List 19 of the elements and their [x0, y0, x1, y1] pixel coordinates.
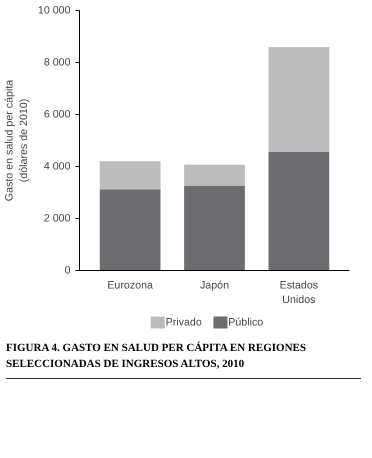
bar	[100, 161, 160, 190]
legend-label: Público	[228, 316, 264, 328]
bar	[268, 152, 330, 270]
bar	[100, 189, 160, 270]
legend-label: Privado	[166, 316, 202, 328]
y-tick-label: 4 000	[44, 160, 71, 172]
bar	[184, 164, 245, 186]
y-tick-label: 8 000	[44, 56, 71, 68]
y-tick-label: 0	[64, 264, 71, 276]
x-tick-label: Eurozona	[107, 280, 154, 292]
text: FIGURA 4. GASTO EN SALUD PER CÁPITA EN REGIONES SELECCIONADAS DE INGRESOS ALTOS, 2010	[6, 341, 308, 372]
bar	[268, 47, 330, 152]
y-tick-label: 10 000	[38, 4, 71, 16]
x-tick-label: Japón	[200, 280, 230, 292]
y-tick-label: 2 000	[44, 212, 71, 224]
y-tick-label: 6 000	[44, 108, 71, 120]
x-tick-label: Estados Unidos	[280, 280, 318, 306]
bar	[184, 186, 245, 270]
y-axis-title: Gasto en salud per cápita (dólares de 2010)	[4, 80, 30, 202]
